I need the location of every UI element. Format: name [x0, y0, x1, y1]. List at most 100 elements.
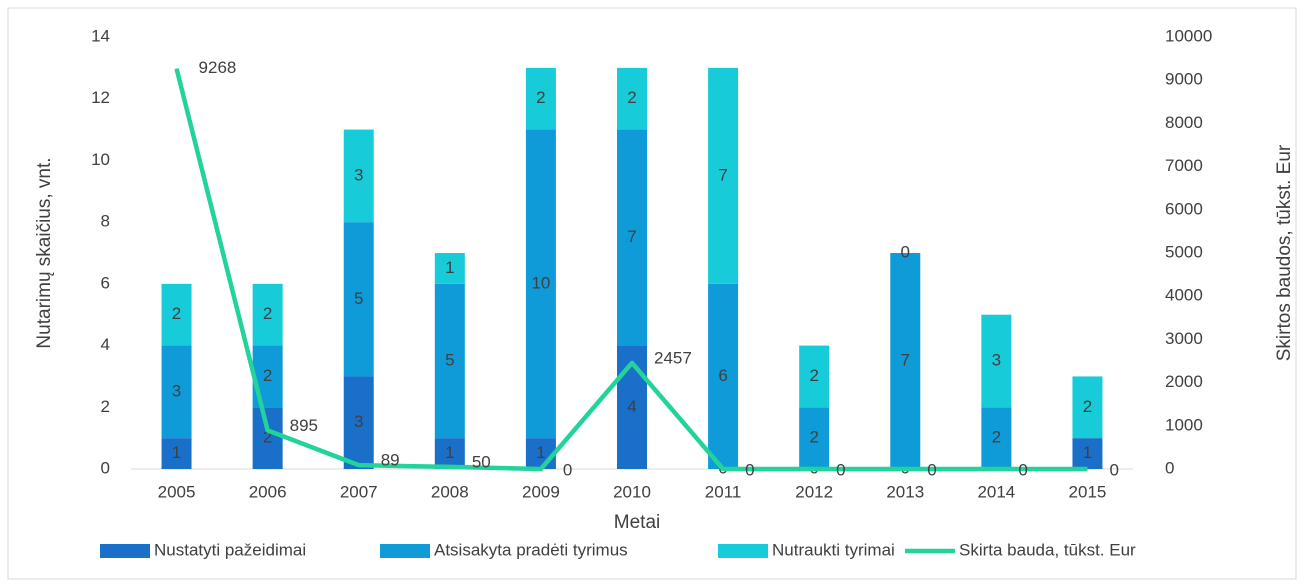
line-series	[174, 68, 1088, 472]
x-tick-label: 2005	[158, 482, 196, 501]
bar-segment	[252, 407, 283, 469]
bar-segment	[799, 407, 830, 469]
y2-tick-label: 0	[1165, 458, 1174, 477]
data-label: 1	[445, 443, 454, 462]
legend-label: Nutraukti tyrimai	[772, 540, 895, 559]
legend-label: Atsisakyta pradėti tyrimus	[434, 540, 628, 559]
data-label: 1	[445, 258, 454, 277]
bar-segment	[525, 67, 556, 130]
x-tick-label: 2015	[1069, 482, 1107, 501]
data-label: 2	[992, 428, 1001, 447]
line-data-label: 2457	[654, 348, 692, 367]
y-tick-label: 4	[101, 335, 110, 354]
bar-segment	[343, 376, 374, 469]
y2-tick-label: 6000	[1165, 199, 1203, 218]
y2-tick-label: 10000	[1165, 26, 1212, 45]
data-label: 7	[627, 227, 636, 246]
y2-tick-label: 9000	[1165, 70, 1203, 89]
legend-label: Skirta bauda, tūkst. Eur	[959, 540, 1136, 559]
legend-swatch	[100, 544, 150, 558]
data-label: 4	[627, 397, 636, 416]
bar-segment	[343, 222, 374, 377]
bar-segment	[1072, 376, 1103, 439]
data-label: 2	[536, 88, 545, 107]
y-tick-label: 14	[91, 26, 110, 45]
bar-segment	[617, 67, 647, 130]
data-label: 3	[354, 165, 363, 184]
legend-label: Nustatyti pažeidimai	[154, 540, 306, 559]
data-label: 2	[263, 304, 272, 323]
bar-segment	[981, 314, 1012, 408]
y2-tick-label: 4000	[1165, 286, 1203, 305]
x-tick-label: 2010	[613, 482, 651, 501]
y2-tick-label: 5000	[1165, 242, 1203, 261]
line-data-label: 9268	[199, 58, 237, 77]
y-tick-label: 12	[91, 88, 110, 107]
bar-segment	[890, 253, 921, 469]
x-axis-title: Metai	[614, 512, 660, 533]
data-label: 2	[809, 428, 818, 447]
x-tick-label: 2012	[795, 482, 833, 501]
line-data-label: 89	[381, 451, 400, 470]
data-label: 1	[1083, 443, 1092, 462]
line-data-label: 0	[1109, 460, 1118, 479]
x-tick-label: 2006	[249, 482, 287, 501]
y-tick-label: 6	[101, 273, 110, 292]
x-tick-label: 2011	[705, 482, 742, 501]
x-tick-label: 2009	[522, 482, 560, 501]
x-tick-label: 2007	[340, 482, 378, 501]
data-label: 3	[172, 381, 181, 400]
data-label: 1	[536, 443, 545, 462]
bar-segment	[981, 407, 1012, 469]
data-label: 3	[354, 412, 363, 431]
line-data-label: 0	[1018, 460, 1027, 479]
bar-segment	[434, 283, 465, 439]
y2-tick-label: 8000	[1165, 113, 1203, 132]
bar-segment	[708, 67, 739, 284]
x-tick-label: 2013	[886, 482, 924, 501]
y-tick-label: 8	[101, 212, 110, 231]
data-label: 5	[445, 350, 454, 369]
data-label: 2	[809, 366, 818, 385]
bar-segment	[1072, 438, 1103, 469]
data-label: 1	[172, 443, 181, 462]
y-tick-label: 0	[101, 458, 110, 477]
data-label: 6	[718, 366, 727, 385]
line-data-label: 0	[927, 460, 936, 479]
bar-segment	[161, 345, 192, 439]
bar-segment	[434, 253, 465, 284]
y-tick-label: 2	[101, 397, 110, 416]
line-data-label: 895	[290, 416, 318, 435]
bar-segment	[343, 129, 374, 223]
bar-segment	[252, 283, 283, 346]
line-data-label: 0	[563, 460, 572, 479]
bar-segment	[525, 438, 556, 469]
bar-segment	[525, 129, 556, 439]
y2-tick-label: 3000	[1165, 329, 1203, 348]
data-label: 5	[354, 289, 363, 308]
y-axis-title: Nutarimų skaičius, vnt.	[34, 157, 55, 348]
data-label: 10	[531, 273, 550, 292]
bar-segment	[434, 438, 465, 469]
data-label: 2	[1083, 397, 1092, 416]
legend-swatch	[380, 544, 430, 558]
x-tick-label: 2008	[431, 482, 469, 501]
y2-axis-title: Skirtos baudos, tūkst. Eur	[1274, 144, 1295, 361]
line-data-label: 0	[836, 460, 845, 479]
legend-swatch	[718, 544, 768, 558]
x-tick-label: 2014	[977, 482, 1015, 501]
data-label: 7	[718, 165, 727, 184]
data-label: 3	[992, 350, 1001, 369]
data-label: 2	[172, 304, 181, 323]
data-label: 2	[263, 366, 272, 385]
bar-segment	[161, 438, 192, 469]
chart-border	[7, 7, 1297, 580]
bar-segment	[161, 283, 192, 346]
bar-segment	[799, 345, 830, 408]
y2-tick-label: 2000	[1165, 372, 1203, 391]
y-tick-label: 10	[91, 150, 110, 169]
data-label: 2	[627, 88, 636, 107]
line-data-label: 50	[472, 452, 491, 471]
data-label: 0	[901, 242, 910, 261]
